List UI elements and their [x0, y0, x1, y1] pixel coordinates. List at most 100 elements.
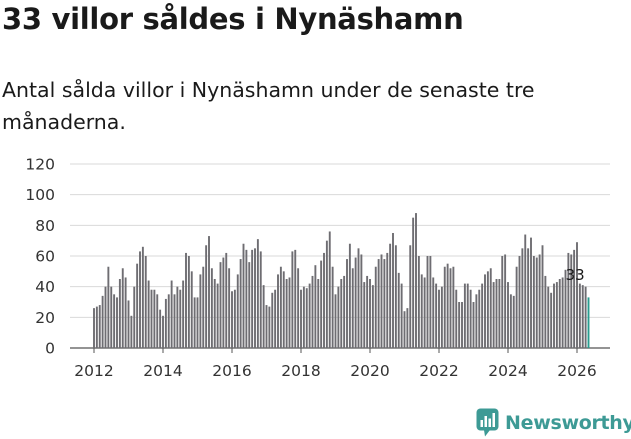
- bar[interactable]: [277, 274, 279, 348]
- bar[interactable]: [555, 282, 558, 348]
- bar[interactable]: [343, 275, 346, 348]
- bar[interactable]: [331, 266, 334, 348]
- bar[interactable]: [265, 305, 268, 348]
- bar[interactable]: [127, 300, 130, 348]
- bar[interactable]: [484, 274, 486, 348]
- bar[interactable]: [187, 256, 190, 348]
- bar[interactable]: [340, 279, 343, 348]
- bar[interactable]: [377, 259, 380, 348]
- bar[interactable]: [156, 294, 159, 348]
- bar[interactable]: [406, 308, 409, 348]
- bar[interactable]: [314, 265, 317, 348]
- bar[interactable]: [420, 274, 423, 348]
- bar[interactable]: [291, 251, 294, 348]
- bar[interactable]: [348, 243, 351, 348]
- bar[interactable]: [578, 283, 581, 348]
- bar[interactable]: [104, 286, 107, 348]
- bar[interactable]: [170, 280, 173, 348]
- bar[interactable]: [371, 285, 374, 348]
- bar[interactable]: [426, 256, 429, 348]
- bar[interactable]: [225, 252, 228, 348]
- bar[interactable]: [458, 302, 461, 348]
- bar[interactable]: [438, 289, 440, 348]
- bar[interactable]: [558, 279, 561, 348]
- bar[interactable]: [584, 286, 587, 348]
- bar[interactable]: [248, 262, 251, 348]
- bar[interactable]: [544, 275, 547, 348]
- bar[interactable]: [550, 292, 553, 348]
- bar[interactable]: [469, 289, 472, 348]
- bar[interactable]: [374, 266, 377, 348]
- bar[interactable]: [236, 274, 239, 348]
- bar[interactable]: [455, 289, 458, 348]
- bar[interactable]: [535, 257, 538, 348]
- bar[interactable]: [285, 279, 288, 348]
- bar[interactable]: [435, 283, 438, 348]
- bar[interactable]: [139, 251, 141, 348]
- bar[interactable]: [576, 242, 578, 348]
- bar[interactable]: [472, 302, 475, 348]
- bar[interactable]: [417, 256, 420, 348]
- bar[interactable]: [271, 292, 274, 348]
- bar[interactable]: [363, 282, 366, 348]
- bar[interactable]: [400, 283, 403, 348]
- bar[interactable]: [101, 295, 104, 348]
- bar[interactable]: [242, 243, 245, 348]
- bar[interactable]: [300, 289, 302, 348]
- bar[interactable]: [532, 256, 535, 348]
- bar[interactable]: [346, 259, 348, 348]
- bar[interactable]: [136, 263, 139, 348]
- bar[interactable]: [561, 277, 564, 348]
- bar[interactable]: [475, 294, 478, 348]
- bar[interactable]: [279, 266, 282, 348]
- bar[interactable]: [357, 248, 360, 348]
- bar[interactable]: [259, 251, 262, 348]
- bar[interactable]: [337, 286, 340, 348]
- bar[interactable]: [481, 283, 484, 348]
- bar[interactable]: [179, 289, 182, 348]
- bar[interactable]: [351, 268, 354, 348]
- bar[interactable]: [202, 266, 205, 348]
- bar[interactable]: [507, 282, 509, 348]
- bar[interactable]: [311, 275, 314, 348]
- bar[interactable]: [515, 266, 518, 348]
- bar[interactable]: [176, 286, 179, 348]
- bar[interactable]: [486, 271, 489, 348]
- bar[interactable]: [182, 280, 185, 348]
- bar[interactable]: [504, 254, 507, 348]
- bar[interactable]: [159, 309, 162, 348]
- bar[interactable]: [524, 234, 527, 348]
- bar[interactable]: [107, 266, 110, 348]
- bar[interactable]: [294, 249, 297, 348]
- bar[interactable]: [570, 254, 573, 348]
- bar[interactable]: [446, 263, 449, 348]
- bar[interactable]: [512, 295, 515, 348]
- bar[interactable]: [185, 252, 187, 348]
- bar[interactable]: [150, 289, 153, 348]
- bar[interactable]: [334, 294, 337, 348]
- bar[interactable]: [216, 283, 219, 348]
- bar[interactable]: [147, 280, 150, 348]
- bar[interactable]: [423, 277, 426, 348]
- bar[interactable]: [268, 306, 271, 348]
- bar[interactable]: [463, 283, 466, 348]
- bar[interactable]: [492, 282, 495, 348]
- bar[interactable]: [173, 294, 176, 348]
- bar[interactable]: [193, 297, 196, 348]
- bar[interactable]: [124, 277, 127, 348]
- bar[interactable]: [461, 302, 463, 348]
- bar[interactable]: [167, 294, 170, 348]
- bar[interactable]: [233, 289, 236, 348]
- bar[interactable]: [245, 249, 248, 348]
- bar[interactable]: [412, 217, 415, 348]
- bar[interactable]: [380, 254, 383, 348]
- bar[interactable]: [325, 240, 328, 348]
- bar[interactable]: [256, 239, 259, 348]
- bar[interactable]: [449, 268, 452, 348]
- bar[interactable]: [369, 279, 371, 348]
- bar[interactable]: [489, 268, 492, 348]
- bar[interactable]: [581, 285, 584, 348]
- bar[interactable]: [199, 274, 202, 348]
- bar[interactable]: [392, 233, 394, 348]
- bar[interactable]: [251, 249, 254, 348]
